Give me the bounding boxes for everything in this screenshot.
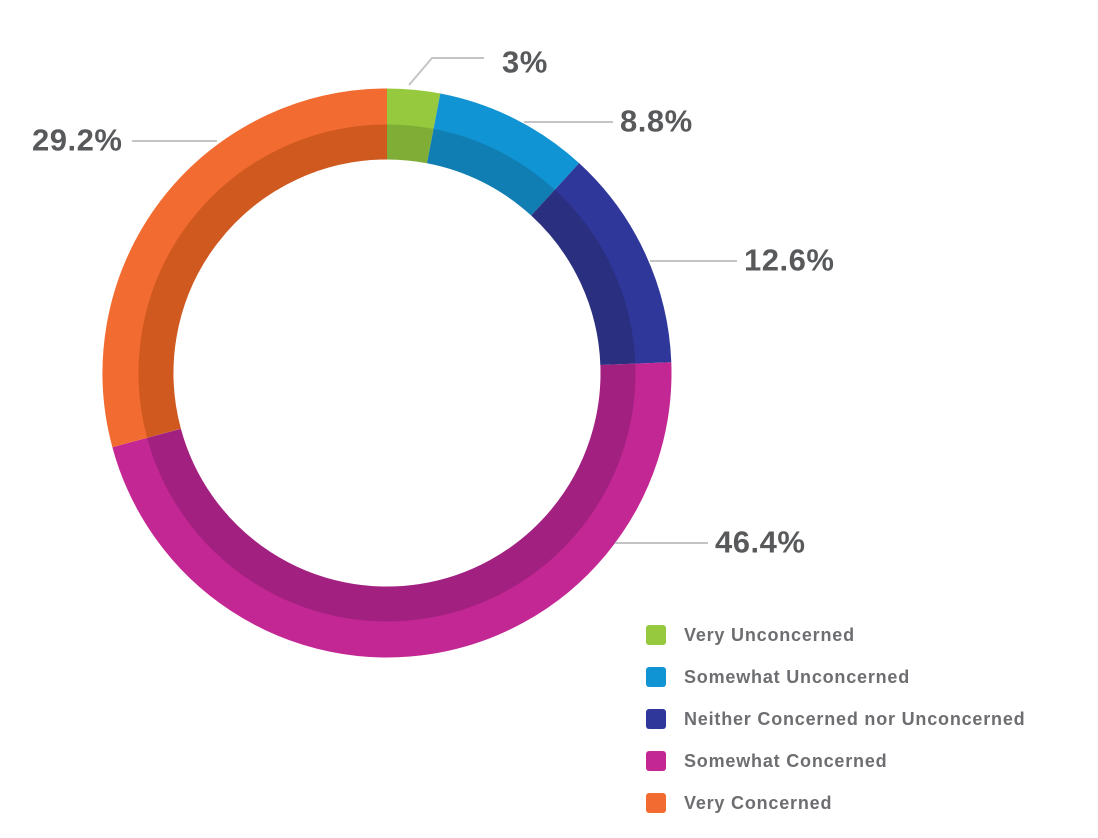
legend-swatch-neither-concerned-nor-unconcerned <box>646 709 666 729</box>
legend-label-somewhat-unconcerned: Somewhat Unconcerned <box>684 666 911 687</box>
legend-item-very-unconcerned: Very Unconcerned <box>646 625 1025 645</box>
legend-item-somewhat-concerned: Somewhat Concerned <box>646 751 1025 771</box>
donut-segment-outer-very-unconcerned <box>386 88 441 129</box>
legend-item-neither-concerned-nor-unconcerned: Neither Concerned nor Unconcerned <box>646 709 1025 729</box>
legend-label-very-unconcerned: Very Unconcerned <box>684 624 855 645</box>
donut-segment-outer-somewhat-concerned <box>112 362 672 658</box>
pct-label-neither-concerned-nor-unconcerned: 12.6% <box>744 242 835 278</box>
donut-segment-outer-very-concerned <box>102 88 388 448</box>
pct-label-somewhat-unconcerned: 8.8% <box>620 103 693 139</box>
legend-label-neither-concerned-nor-unconcerned: Neither Concerned nor Unconcerned <box>684 708 1026 729</box>
legend: Very Unconcerned Somewhat Unconcerned Ne… <box>646 625 1025 813</box>
legend-label-somewhat-concerned: Somewhat Concerned <box>684 750 888 771</box>
pct-label-somewhat-concerned: 46.4% <box>715 524 806 560</box>
legend-item-somewhat-unconcerned: Somewhat Unconcerned <box>646 667 1025 687</box>
leader-line-0 <box>408 57 484 86</box>
donut-segment-inner-very-unconcerned <box>386 123 434 164</box>
donut-segment-inner-somewhat-concerned <box>146 363 637 623</box>
legend-item-very-concerned: Very Concerned <box>646 793 1025 813</box>
legend-swatch-somewhat-concerned <box>646 751 666 771</box>
donut-segment-inner-very-concerned <box>137 123 388 439</box>
legend-swatch-somewhat-unconcerned <box>646 667 666 687</box>
pct-label-very-unconcerned: 3% <box>502 44 548 80</box>
donut-segment-outer-somewhat-unconcerned <box>433 93 580 190</box>
donut-segment-inner-somewhat-unconcerned <box>426 127 556 216</box>
donut-segment-outer-neither-concerned-nor-unconcerned <box>554 163 672 364</box>
donut-segment-inner-neither-concerned-nor-unconcerned <box>530 188 637 366</box>
legend-swatch-very-unconcerned <box>646 625 666 645</box>
pct-label-very-concerned: 29.2% <box>32 122 123 158</box>
legend-label-very-concerned: Very Concerned <box>684 792 833 813</box>
legend-swatch-very-concerned <box>646 793 666 813</box>
